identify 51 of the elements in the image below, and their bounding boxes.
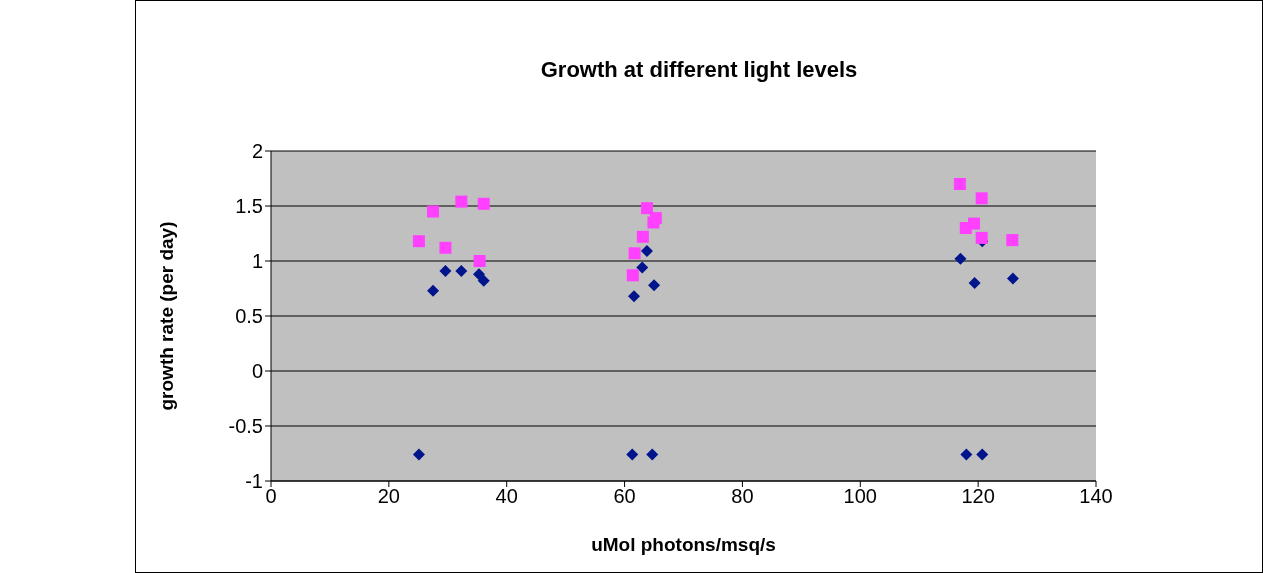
chart-title: Growth at different light levels <box>539 57 859 83</box>
point <box>960 448 973 461</box>
x-tick-label: 20 <box>377 485 400 508</box>
point <box>975 231 988 244</box>
point <box>1006 234 1019 247</box>
y-tick-label: -0.5 <box>228 415 263 438</box>
y-tick-label: 0 <box>251 360 263 383</box>
point <box>473 268 486 281</box>
point <box>455 195 468 208</box>
point <box>649 212 662 225</box>
point <box>1006 272 1019 285</box>
point <box>427 205 440 218</box>
x-tick-label: 120 <box>961 485 995 508</box>
point <box>954 252 967 265</box>
point <box>648 279 661 292</box>
x-tick-label: 0 <box>265 485 277 508</box>
point <box>636 230 649 243</box>
point <box>968 277 981 289</box>
y-tick-label: -1 <box>245 470 263 493</box>
point <box>646 448 659 461</box>
point <box>473 255 486 267</box>
point <box>412 448 425 461</box>
point <box>427 284 440 297</box>
point <box>628 247 641 260</box>
y-tick-label: 1.5 <box>235 195 263 218</box>
point <box>412 235 425 248</box>
point <box>455 264 468 277</box>
x-axis-title: uMol photons/msq/s <box>591 534 776 555</box>
point <box>640 202 653 215</box>
x-tick-label: 80 <box>731 485 754 508</box>
point <box>975 192 988 205</box>
point <box>477 274 490 287</box>
point <box>953 178 966 190</box>
point <box>628 290 640 303</box>
point <box>439 241 452 254</box>
y-tick-label: 0.5 <box>235 305 263 328</box>
y-tick-label: 2 <box>251 140 263 163</box>
point <box>640 245 653 258</box>
point <box>959 222 972 234</box>
point <box>439 264 452 277</box>
point <box>626 269 639 282</box>
x-tick-label: 140 <box>1079 485 1113 508</box>
point <box>626 448 639 461</box>
x-tick-label: 40 <box>495 485 518 508</box>
point <box>976 448 989 461</box>
point <box>477 197 490 210</box>
point <box>636 261 649 274</box>
x-tick-label: 60 <box>613 485 636 508</box>
y-axis-title: growth rate (per day) <box>155 221 177 411</box>
y-tick-label: 1 <box>251 250 263 273</box>
x-tick-label: 100 <box>843 485 877 508</box>
